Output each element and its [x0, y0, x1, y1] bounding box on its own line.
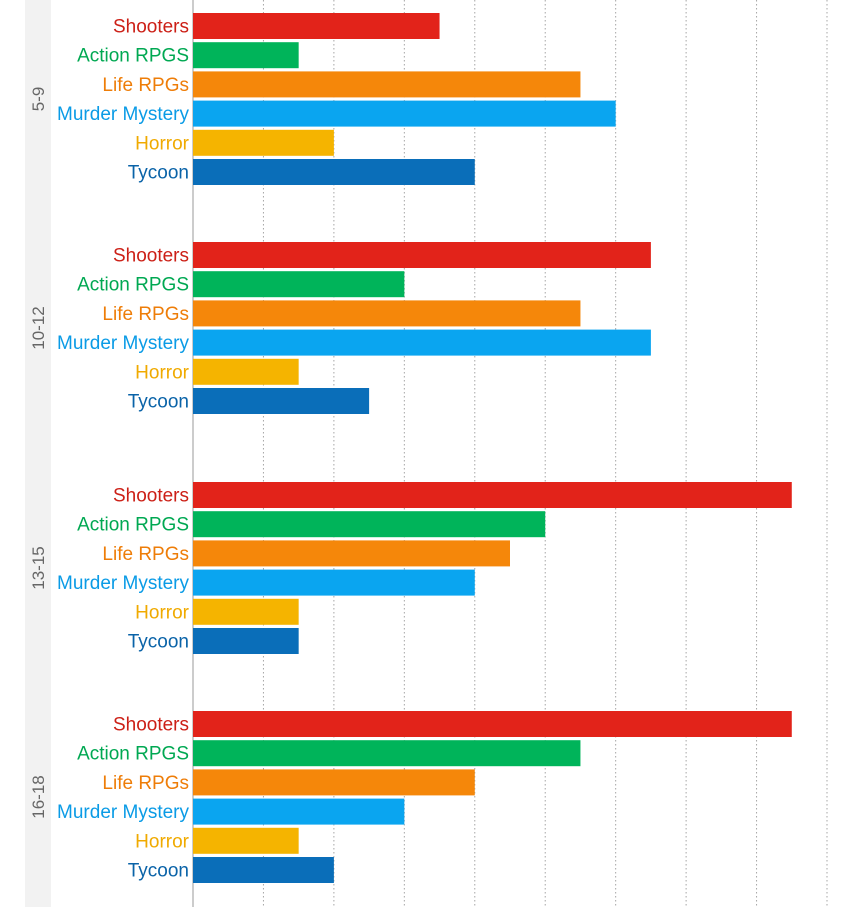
category-label: Shooters	[113, 486, 189, 507]
bar-16-18-action-rpgs	[193, 740, 581, 767]
bar-13-15-action-rpgs	[193, 511, 546, 538]
category-label: Life RPGs	[102, 75, 189, 96]
category-label: Life RPGs	[102, 773, 189, 794]
bar-10-12-murder-mystery	[193, 329, 651, 356]
bar-10-12-life-rpgs	[193, 300, 581, 327]
bar-13-15-life-rpgs	[193, 540, 510, 567]
category-label: Murder Mystery	[57, 573, 189, 594]
group-label-band	[25, 0, 51, 907]
category-label: Life RPGs	[102, 544, 189, 565]
category-label: Murder Mystery	[57, 104, 189, 125]
labels-layer: Shooters Action RPGS Life RPGs Murder Myste…	[29, 17, 190, 882]
category-label: Shooters	[113, 715, 189, 736]
category-label: Tycoon	[128, 632, 189, 653]
bar-5-9-action-rpgs	[193, 42, 299, 69]
bar-5-9-horror	[193, 129, 334, 156]
category-label: Action RPGS	[77, 744, 189, 765]
category-label: Action RPGS	[77, 46, 189, 67]
bar-5-9-tycoon	[193, 159, 475, 185]
category-label: Life RPGs	[102, 304, 189, 325]
grid-lines	[262, 0, 828, 907]
bar-5-9-murder-mystery	[193, 100, 616, 127]
bar-10-12-action-rpgs	[193, 271, 405, 298]
group-label: 16-18	[29, 775, 48, 818]
group-label: 5-9	[29, 87, 48, 112]
bar-5-9-life-rpgs	[193, 71, 581, 98]
category-label: Tycoon	[128, 392, 189, 413]
category-label: Tycoon	[128, 861, 189, 882]
bar-16-18-horror	[193, 827, 299, 854]
category-label: Horror	[135, 362, 190, 383]
group-label: 13-15	[29, 546, 48, 589]
bar-10-12-horror	[193, 358, 299, 385]
bar-10-12-tycoon	[193, 388, 370, 414]
bar-16-18-tycoon	[193, 857, 334, 883]
category-label: Horror	[135, 831, 190, 852]
bar-13-15-murder-mystery	[193, 569, 475, 596]
bar-13-15-horror	[193, 598, 299, 625]
bar-13-15-shooters	[193, 482, 792, 508]
bar-16-18-shooters	[193, 711, 792, 737]
category-label: Horror	[135, 602, 190, 623]
category-label: Action RPGS	[77, 515, 189, 536]
bar-5-9-shooters	[193, 13, 440, 39]
category-label: Murder Mystery	[57, 802, 189, 823]
category-label: Murder Mystery	[57, 333, 189, 354]
bar-10-12-shooters	[193, 242, 651, 268]
category-label: Tycoon	[128, 163, 189, 184]
category-label: Shooters	[113, 246, 189, 267]
bar-16-18-murder-mystery	[193, 798, 405, 825]
category-label: Horror	[135, 133, 190, 154]
group-label: 10-12	[29, 306, 48, 349]
category-label: Action RPGS	[77, 275, 189, 296]
bar-13-15-tycoon	[193, 628, 299, 654]
category-label: Shooters	[113, 17, 189, 38]
bars-layer	[193, 13, 792, 883]
bar-16-18-life-rpgs	[193, 769, 475, 796]
